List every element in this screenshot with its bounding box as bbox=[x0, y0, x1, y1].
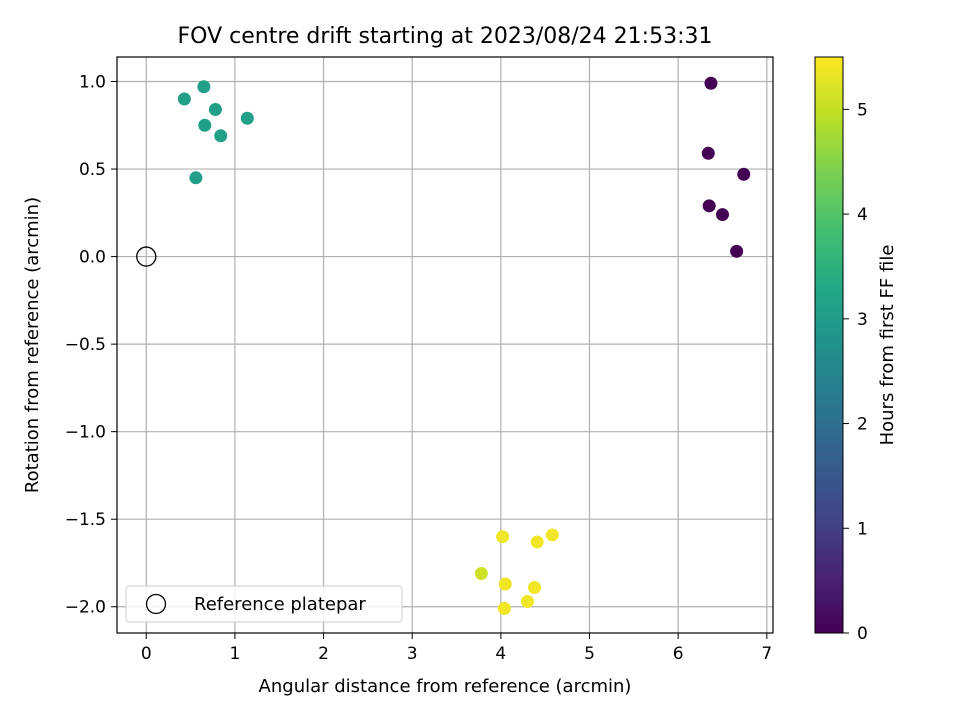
data-point bbox=[177, 92, 191, 106]
y-axis-label: Rotation from reference (arcmin) bbox=[22, 197, 43, 493]
colorbar: 0 1 2 3 4 5 Hours from first FF file bbox=[814, 56, 898, 644]
colorbar-gradient bbox=[814, 56, 844, 634]
legend-box bbox=[125, 585, 403, 623]
y-tick-label: −1.5 bbox=[65, 510, 106, 530]
data-point bbox=[701, 146, 715, 160]
reference-platepar-marker bbox=[136, 246, 157, 267]
data-point bbox=[240, 111, 254, 125]
plot-frame bbox=[116, 56, 774, 634]
x-tick-label: 2 bbox=[318, 644, 329, 664]
data-point bbox=[189, 171, 203, 185]
data-point bbox=[474, 566, 488, 580]
colorbar-tick-label: 0 bbox=[857, 624, 868, 644]
data-point bbox=[497, 601, 511, 615]
data-point bbox=[528, 580, 542, 594]
legend: Reference platepar bbox=[125, 585, 403, 623]
data-point bbox=[704, 76, 718, 90]
data-point bbox=[730, 244, 744, 258]
reference-marker-layer bbox=[136, 246, 157, 267]
legend-label: Reference platepar bbox=[194, 594, 366, 615]
colorbar-tick-label: 4 bbox=[857, 205, 868, 225]
x-tick-label: 6 bbox=[673, 644, 684, 664]
data-point bbox=[496, 530, 510, 544]
x-tick-label: 3 bbox=[407, 644, 418, 664]
colorbar-tick-label: 5 bbox=[857, 100, 868, 120]
data-point bbox=[208, 103, 222, 117]
colorbar-tick-label: 2 bbox=[857, 415, 868, 435]
y-tick-label: 0.5 bbox=[79, 160, 106, 180]
y-tick-label: 0.0 bbox=[79, 248, 106, 268]
x-tick-label: 5 bbox=[584, 644, 595, 664]
data-point bbox=[197, 80, 211, 94]
x-tick-label: 0 bbox=[141, 644, 152, 664]
x-axis-label: Angular distance from reference (arcmin) bbox=[259, 676, 632, 697]
colorbar-tick-label: 3 bbox=[857, 310, 868, 330]
y-tick-label: 1.0 bbox=[79, 73, 106, 93]
x-axis-ticks: 0 1 2 3 4 5 6 7 bbox=[141, 633, 772, 664]
x-tick-label: 1 bbox=[229, 644, 240, 664]
data-point bbox=[198, 118, 212, 132]
colorbar-tick-label: 1 bbox=[857, 519, 868, 539]
x-tick-label: 4 bbox=[495, 644, 506, 664]
data-point bbox=[715, 208, 729, 222]
y-tick-label: −2.0 bbox=[65, 598, 106, 618]
data-point bbox=[520, 594, 534, 608]
data-point bbox=[737, 167, 751, 181]
y-tick-label: −0.5 bbox=[65, 335, 106, 355]
y-tick-label: −1.0 bbox=[65, 423, 106, 443]
legend-marker bbox=[145, 593, 167, 615]
data-point bbox=[530, 535, 544, 549]
data-point bbox=[702, 199, 716, 213]
y-axis-ticks: −2.0 −1.5 −1.0 −0.5 0.0 0.5 1.0 bbox=[65, 73, 117, 618]
x-tick-label: 7 bbox=[761, 644, 772, 664]
data-point bbox=[545, 528, 559, 542]
colorbar-ticks: 0 1 2 3 4 5 bbox=[843, 100, 868, 644]
chart-title: FOV centre drift starting at 2023/08/24 … bbox=[178, 24, 713, 49]
colorbar-label: Hours from first FF file bbox=[877, 245, 898, 446]
data-point bbox=[214, 129, 228, 143]
data-point bbox=[498, 577, 512, 591]
data-points bbox=[177, 76, 751, 615]
